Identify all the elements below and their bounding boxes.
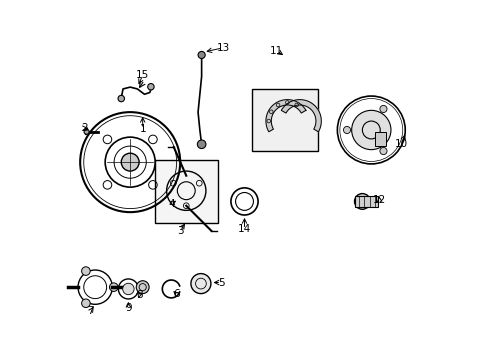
Circle shape (121, 153, 139, 171)
Text: 14: 14 (237, 224, 251, 234)
Text: 5: 5 (218, 278, 224, 288)
Text: 7: 7 (87, 306, 94, 316)
Circle shape (198, 51, 205, 59)
Circle shape (343, 126, 350, 134)
Text: 13: 13 (216, 43, 229, 53)
Text: 2: 2 (81, 123, 88, 133)
Circle shape (379, 148, 386, 154)
Circle shape (351, 111, 390, 150)
Polygon shape (265, 100, 305, 132)
Circle shape (190, 274, 210, 294)
Circle shape (122, 283, 134, 295)
Text: 10: 10 (394, 139, 407, 149)
Text: 6: 6 (173, 289, 180, 299)
Bar (251, 89, 317, 152)
Bar (374, 132, 385, 146)
Circle shape (197, 140, 205, 149)
Circle shape (84, 129, 89, 134)
Circle shape (379, 105, 386, 113)
Text: 11: 11 (269, 46, 283, 56)
Circle shape (136, 281, 149, 294)
Circle shape (354, 194, 369, 209)
Bar (155, 160, 217, 223)
Text: 8: 8 (136, 290, 142, 300)
Circle shape (147, 84, 154, 90)
Circle shape (81, 299, 90, 307)
Circle shape (118, 95, 124, 102)
Circle shape (81, 267, 90, 275)
Polygon shape (281, 100, 321, 132)
Circle shape (109, 283, 118, 292)
Text: 12: 12 (372, 195, 386, 205)
Text: 3: 3 (177, 226, 183, 236)
Bar (354, 196, 378, 207)
Text: 15: 15 (136, 70, 149, 80)
Text: 9: 9 (125, 303, 131, 313)
Text: 4: 4 (167, 199, 174, 209)
Text: 1: 1 (139, 124, 146, 134)
